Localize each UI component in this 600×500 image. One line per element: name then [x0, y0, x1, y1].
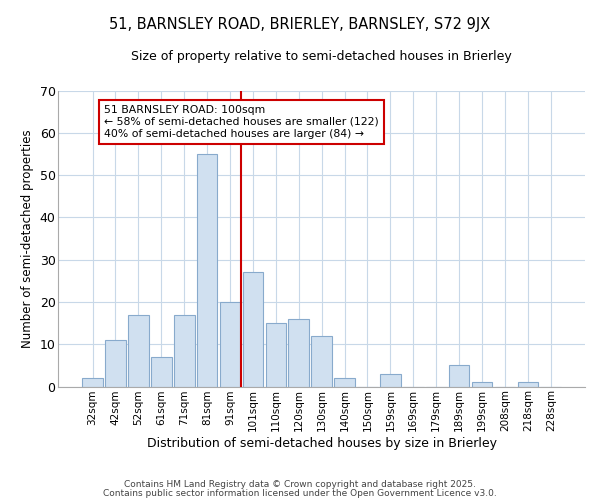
Bar: [82, 378, 103, 386]
Bar: [151, 357, 172, 386]
Bar: [128, 314, 149, 386]
Text: 51 BARNSLEY ROAD: 100sqm
← 58% of semi-detached houses are smaller (122)
40% of : 51 BARNSLEY ROAD: 100sqm ← 58% of semi-d…: [104, 106, 379, 138]
Text: Contains public sector information licensed under the Open Government Licence v3: Contains public sector information licen…: [103, 489, 497, 498]
Bar: [266, 323, 286, 386]
X-axis label: Distribution of semi-detached houses by size in Brierley: Distribution of semi-detached houses by …: [146, 437, 497, 450]
Bar: [311, 336, 332, 386]
Bar: [472, 382, 493, 386]
Text: 51, BARNSLEY ROAD, BRIERLEY, BARNSLEY, S72 9JX: 51, BARNSLEY ROAD, BRIERLEY, BARNSLEY, S…: [109, 18, 491, 32]
Bar: [518, 382, 538, 386]
Bar: [289, 319, 309, 386]
Bar: [242, 272, 263, 386]
Bar: [334, 378, 355, 386]
Bar: [105, 340, 126, 386]
Title: Size of property relative to semi-detached houses in Brierley: Size of property relative to semi-detach…: [131, 50, 512, 63]
Bar: [449, 366, 469, 386]
Bar: [220, 302, 241, 386]
Text: Contains HM Land Registry data © Crown copyright and database right 2025.: Contains HM Land Registry data © Crown c…: [124, 480, 476, 489]
Bar: [380, 374, 401, 386]
Bar: [197, 154, 217, 386]
Y-axis label: Number of semi-detached properties: Number of semi-detached properties: [21, 129, 34, 348]
Bar: [174, 314, 194, 386]
